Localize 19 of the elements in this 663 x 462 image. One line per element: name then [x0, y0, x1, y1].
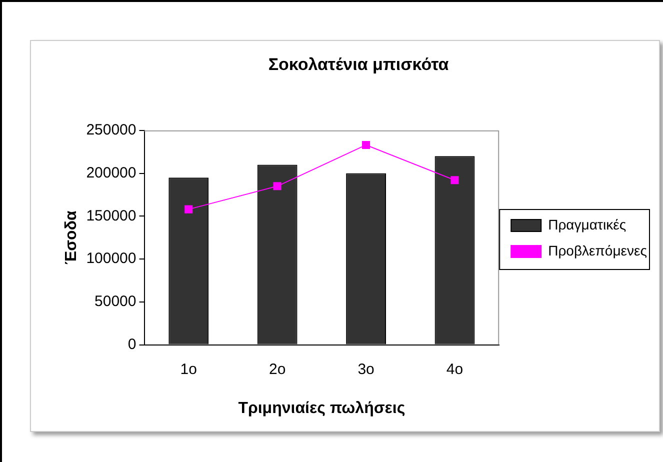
y-tick-label: 50000: [94, 293, 136, 310]
x-axis-title: Τριμηνιαίες πωλήσεις: [238, 400, 406, 417]
point: [184, 205, 193, 214]
y-axis-title: Έσοδα: [63, 210, 80, 265]
x-tick-label: 4ο: [446, 360, 464, 378]
point: [362, 140, 370, 150]
x-tick-label: 2ο: [268, 360, 286, 378]
y-tick-label: 0: [128, 336, 136, 353]
legend-label: Πραγματικές: [548, 216, 626, 232]
x-tick-label: 3ο: [358, 360, 374, 378]
y-tick-label: 250000: [86, 122, 136, 139]
chart-title: Σοκολατένια μπισκότα: [268, 54, 450, 74]
legend-label: Προβλεπόμενες: [548, 242, 648, 258]
point: [450, 176, 459, 184]
x-tick-label: 1ο: [180, 360, 197, 378]
y-tick-label: 200000: [86, 164, 136, 182]
y-tick-label: 150000: [86, 207, 136, 224]
point: [273, 182, 282, 190]
y-tick-label: 100000: [86, 250, 136, 268]
